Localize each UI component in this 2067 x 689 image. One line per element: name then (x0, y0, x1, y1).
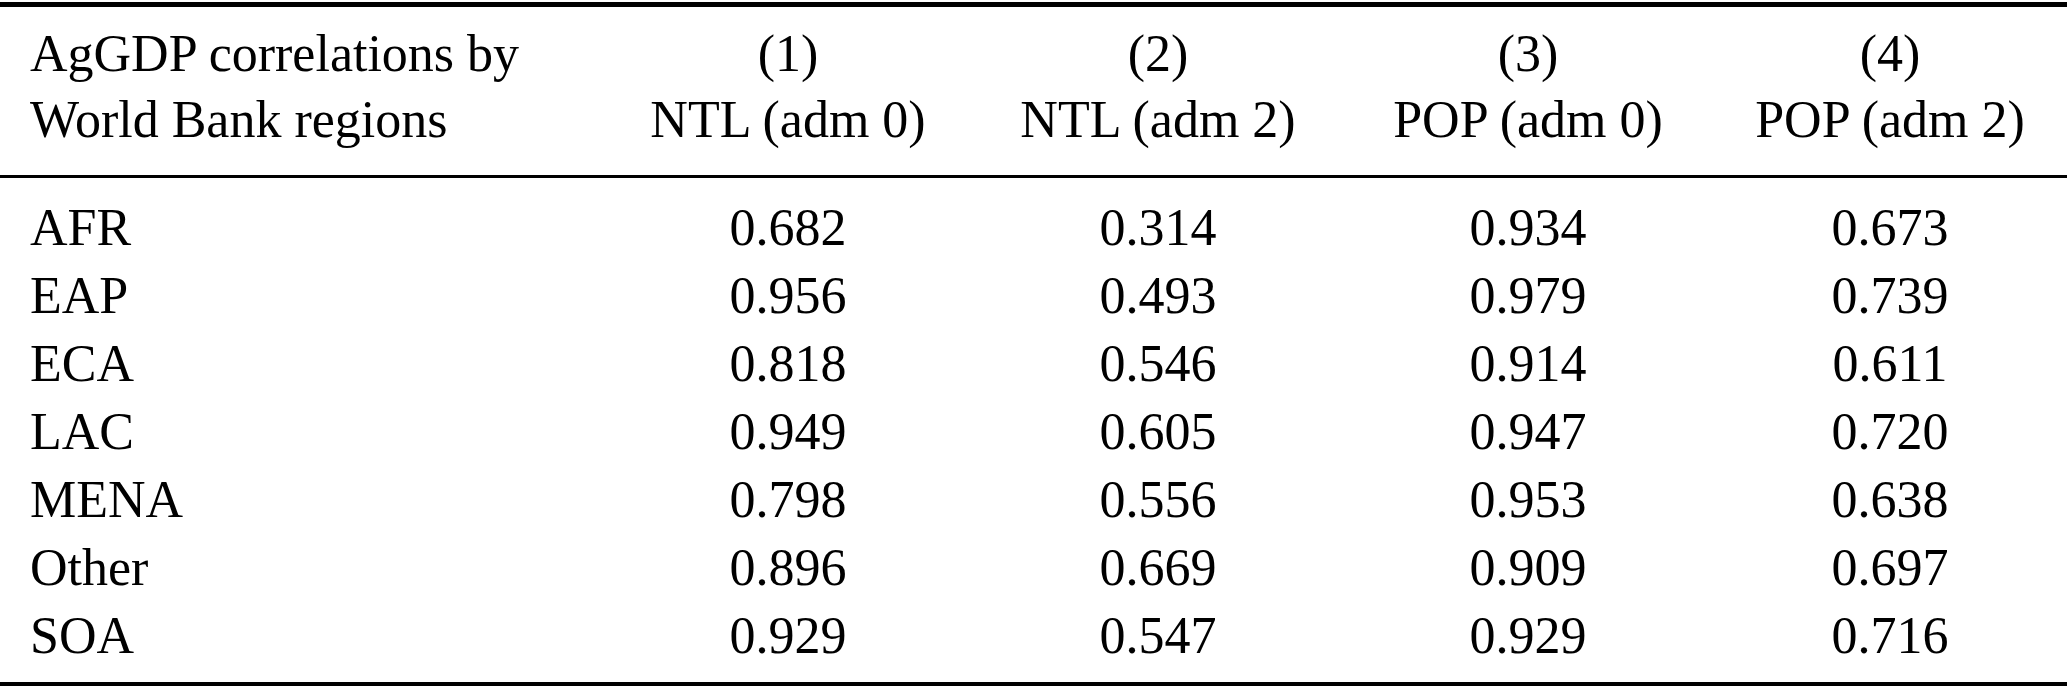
column-label: POP (adm 2) (1713, 87, 2067, 153)
table-title-line1: AgGDP correlations by (30, 21, 603, 87)
column-label: POP (adm 0) (1343, 87, 1713, 153)
column-header-2: (2) NTL (adm 2) (973, 5, 1343, 177)
value-cell: 0.909 (1343, 534, 1713, 602)
column-number: (3) (1343, 21, 1713, 87)
value-cell: 0.818 (603, 330, 973, 398)
value-cell: 0.929 (603, 602, 973, 684)
aggdp-correlation-table: AgGDP correlations by World Bank regions… (0, 2, 2067, 686)
column-header-1: (1) NTL (adm 0) (603, 5, 973, 177)
column-number: (2) (973, 21, 1343, 87)
value-cell: 0.949 (603, 398, 973, 466)
value-cell: 0.556 (973, 466, 1343, 534)
value-cell: 0.605 (973, 398, 1343, 466)
correlation-table-container: AgGDP correlations by World Bank regions… (0, 0, 2067, 686)
value-cell: 0.673 (1713, 177, 2067, 263)
column-header-4: (4) POP (adm 2) (1713, 5, 2067, 177)
value-cell: 0.979 (1343, 262, 1713, 330)
value-cell: 0.493 (973, 262, 1343, 330)
column-label: NTL (adm 2) (973, 87, 1343, 153)
value-cell: 0.956 (603, 262, 973, 330)
value-cell: 0.547 (973, 602, 1343, 684)
value-cell: 0.934 (1343, 177, 1713, 263)
table-row: Other 0.896 0.669 0.909 0.697 (0, 534, 2067, 602)
table-row: EAP 0.956 0.493 0.979 0.739 (0, 262, 2067, 330)
value-cell: 0.716 (1713, 602, 2067, 684)
header-row: AgGDP correlations by World Bank regions… (0, 5, 2067, 177)
value-cell: 0.638 (1713, 466, 2067, 534)
value-cell: 0.314 (973, 177, 1343, 263)
value-cell: 0.953 (1343, 466, 1713, 534)
table-header: AgGDP correlations by World Bank regions… (0, 5, 2067, 177)
value-cell: 0.739 (1713, 262, 2067, 330)
value-cell: 0.896 (603, 534, 973, 602)
table-row: MENA 0.798 0.556 0.953 0.638 (0, 466, 2067, 534)
column-label: NTL (adm 0) (603, 87, 973, 153)
region-cell: AFR (0, 177, 603, 263)
value-cell: 0.798 (603, 466, 973, 534)
table-body: AFR 0.682 0.314 0.934 0.673 EAP 0.956 0.… (0, 177, 2067, 685)
table-title: AgGDP correlations by World Bank regions (0, 5, 603, 177)
region-cell: SOA (0, 602, 603, 684)
region-cell: LAC (0, 398, 603, 466)
column-header-3: (3) POP (adm 0) (1343, 5, 1713, 177)
value-cell: 0.546 (973, 330, 1343, 398)
table-row: SOA 0.929 0.547 0.929 0.716 (0, 602, 2067, 684)
value-cell: 0.914 (1343, 330, 1713, 398)
column-number: (1) (603, 21, 973, 87)
value-cell: 0.611 (1713, 330, 2067, 398)
value-cell: 0.669 (973, 534, 1343, 602)
table-row: ECA 0.818 0.546 0.914 0.611 (0, 330, 2067, 398)
value-cell: 0.929 (1343, 602, 1713, 684)
value-cell: 0.947 (1343, 398, 1713, 466)
table-row: LAC 0.949 0.605 0.947 0.720 (0, 398, 2067, 466)
region-cell: Other (0, 534, 603, 602)
region-cell: MENA (0, 466, 603, 534)
value-cell: 0.697 (1713, 534, 2067, 602)
column-number: (4) (1713, 21, 2067, 87)
table-row: AFR 0.682 0.314 0.934 0.673 (0, 177, 2067, 263)
table-title-line2: World Bank regions (30, 87, 603, 153)
region-cell: ECA (0, 330, 603, 398)
value-cell: 0.682 (603, 177, 973, 263)
region-cell: EAP (0, 262, 603, 330)
value-cell: 0.720 (1713, 398, 2067, 466)
